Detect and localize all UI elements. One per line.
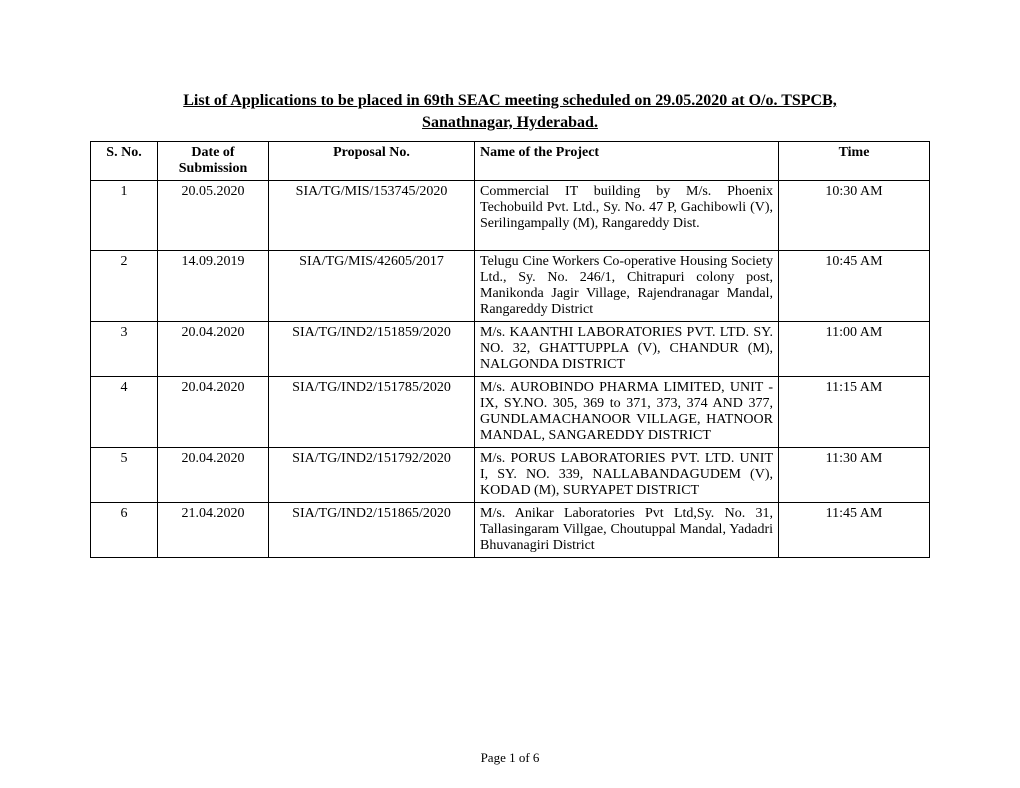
- col-header-date: Date of Submission: [158, 142, 269, 181]
- cell-project: Commercial IT building by M/s. Phoenix T…: [475, 181, 779, 251]
- table-row: 520.04.2020SIA/TG/IND2/151792/2020M/s. P…: [91, 448, 930, 503]
- table-row: 420.04.2020SIA/TG/IND2/151785/2020M/s. A…: [91, 377, 930, 448]
- cell-time: 10:30 AM: [779, 181, 930, 251]
- cell-time: 11:45 AM: [779, 503, 930, 558]
- cell-date: 20.04.2020: [158, 322, 269, 377]
- cell-proposal: SIA/TG/MIS/42605/2017: [269, 251, 475, 322]
- cell-sno: 5: [91, 448, 158, 503]
- cell-proposal: SIA/TG/IND2/151865/2020: [269, 503, 475, 558]
- cell-date: 14.09.2019: [158, 251, 269, 322]
- table-row: 214.09.2019SIA/TG/MIS/42605/2017Telugu C…: [91, 251, 930, 322]
- cell-project: M/s. KAANTHI LABORATORIES PVT. LTD. SY. …: [475, 322, 779, 377]
- page-footer: Page 1 of 6: [0, 750, 1020, 766]
- cell-proposal: SIA/TG/IND2/151785/2020: [269, 377, 475, 448]
- table-header: S. No. Date of Submission Proposal No. N…: [91, 142, 930, 181]
- page-title: List of Applications to be placed in 69t…: [90, 90, 930, 133]
- cell-sno: 1: [91, 181, 158, 251]
- cell-project: M/s. PORUS LABORATORIES PVT. LTD. UNIT I…: [475, 448, 779, 503]
- cell-proposal: SIA/TG/MIS/153745/2020: [269, 181, 475, 251]
- cell-sno: 2: [91, 251, 158, 322]
- cell-project: M/s. AUROBINDO PHARMA LIMITED, UNIT - IX…: [475, 377, 779, 448]
- cell-project: Telugu Cine Workers Co-operative Housing…: [475, 251, 779, 322]
- cell-time: 11:00 AM: [779, 322, 930, 377]
- cell-proposal: SIA/TG/IND2/151792/2020: [269, 448, 475, 503]
- cell-sno: 4: [91, 377, 158, 448]
- table-row: 621.04.2020SIA/TG/IND2/151865/2020M/s. A…: [91, 503, 930, 558]
- cell-time: 10:45 AM: [779, 251, 930, 322]
- cell-date: 20.04.2020: [158, 377, 269, 448]
- document-page: List of Applications to be placed in 69t…: [0, 0, 1020, 788]
- title-line-2: Sanathnagar, Hyderabad.: [422, 114, 598, 131]
- cell-sno: 6: [91, 503, 158, 558]
- col-header-project: Name of the Project: [475, 142, 779, 181]
- cell-time: 11:30 AM: [779, 448, 930, 503]
- applications-table: S. No. Date of Submission Proposal No. N…: [90, 141, 930, 558]
- cell-project: M/s. Anikar Laboratories Pvt Ltd,Sy. No.…: [475, 503, 779, 558]
- cell-time: 11:15 AM: [779, 377, 930, 448]
- col-header-proposal: Proposal No.: [269, 142, 475, 181]
- cell-date: 20.04.2020: [158, 448, 269, 503]
- cell-date: 21.04.2020: [158, 503, 269, 558]
- title-line-1: List of Applications to be placed in 69t…: [183, 92, 837, 109]
- cell-proposal: SIA/TG/IND2/151859/2020: [269, 322, 475, 377]
- table-header-row: S. No. Date of Submission Proposal No. N…: [91, 142, 930, 181]
- cell-date: 20.05.2020: [158, 181, 269, 251]
- table-row: 320.04.2020SIA/TG/IND2/151859/2020M/s. K…: [91, 322, 930, 377]
- cell-sno: 3: [91, 322, 158, 377]
- col-header-sno: S. No.: [91, 142, 158, 181]
- col-header-time: Time: [779, 142, 930, 181]
- table-body: 120.05.2020SIA/TG/MIS/153745/2020Commerc…: [91, 181, 930, 558]
- table-row: 120.05.2020SIA/TG/MIS/153745/2020Commerc…: [91, 181, 930, 251]
